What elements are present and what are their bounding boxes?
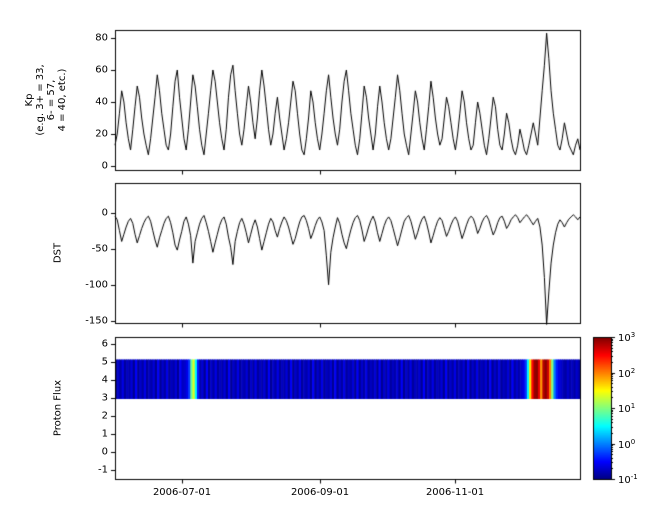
proton-ytick-label: 3 xyxy=(101,392,108,404)
colorbar-tick-label: 102 xyxy=(618,366,636,381)
kp-axis-title: Kp (e.g. 3+ = 33, 6- = 57, 4 = 40, etc.) xyxy=(24,64,68,135)
proton-ytick-label: 0 xyxy=(101,446,108,458)
proton-ytick-label: 4 xyxy=(101,374,108,386)
dst-ytick-label: -150 xyxy=(85,315,108,327)
dst-ytick-label: 0 xyxy=(101,207,108,219)
kp-axis-title-line: 4 = 40, etc.) xyxy=(57,68,68,132)
proton-flux-axis-title: Proton Flux xyxy=(52,379,64,437)
proton-ytick-label: 1 xyxy=(101,428,108,440)
kp-ytick-label: 0 xyxy=(101,160,108,172)
kp-axis-title-line: Kp xyxy=(24,93,35,107)
proton-ytick-label: 6 xyxy=(101,338,108,350)
kp-ytick-label: 20 xyxy=(95,128,108,140)
proton-ytick-label: 5 xyxy=(101,356,108,368)
xtick-label: 2006-07-01 xyxy=(152,487,212,498)
colorbar-tick-label: 10-1 xyxy=(618,472,638,487)
kp-ytick-label: 40 xyxy=(95,96,108,108)
colorbar-tick-label: 103 xyxy=(618,330,636,345)
dst-axis-title: DST xyxy=(52,242,64,264)
xtick-label: 2006-11-01 xyxy=(425,487,485,498)
colorbar-tick-label: 101 xyxy=(618,401,636,416)
dst-ytick-label: -100 xyxy=(85,279,108,291)
kp-ytick-label: 80 xyxy=(95,32,108,44)
dst-ytick-label: -50 xyxy=(91,243,108,255)
kp-axis-title-line: (e.g. 3+ = 33, xyxy=(35,64,46,136)
proton-ytick-label: 2 xyxy=(101,410,108,422)
colorbar-tick-label: 100 xyxy=(618,437,636,452)
proton-ytick-label: -1 xyxy=(98,464,108,476)
kp-ytick-label: 60 xyxy=(95,64,108,76)
kp-axis-title-line: 6- = 57, xyxy=(46,79,57,121)
xtick-label: 2006-09-01 xyxy=(290,487,350,498)
